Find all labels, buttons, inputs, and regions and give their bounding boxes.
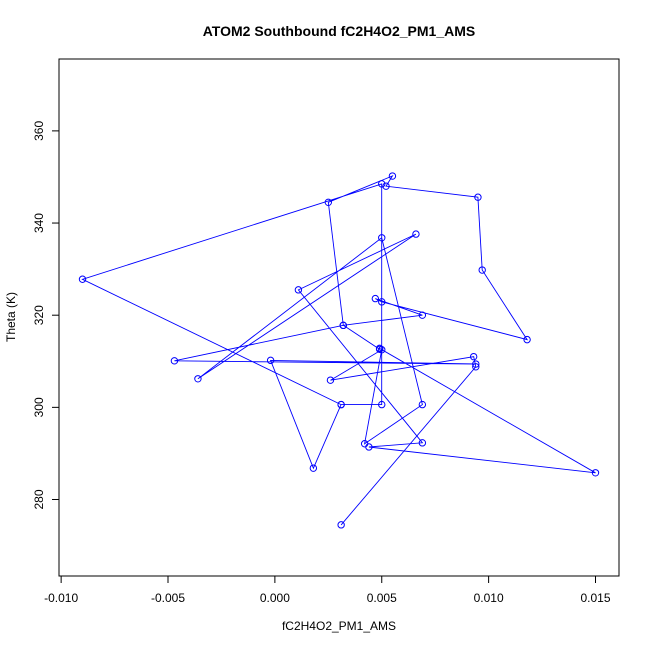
y-tick-label: 340 (32, 213, 46, 233)
chart-title: ATOM2 Southbound fC2H4O2_PM1_AMS (203, 23, 476, 39)
data-point (294, 286, 303, 294)
y-tick-label: 300 (32, 397, 46, 417)
y-tick-label: 280 (32, 489, 46, 509)
data-point (324, 198, 333, 207)
data-point (469, 352, 478, 361)
data-point (266, 356, 275, 365)
data-point (378, 234, 386, 242)
x-axis-label: fC2H4O2_PM1_AMS (282, 619, 396, 633)
x-tick-label: 0.015 (580, 591, 610, 605)
x-tick-label: 0.005 (367, 591, 397, 605)
data-point (418, 400, 427, 409)
data-point (337, 400, 345, 409)
x-tick-label: -0.005 (151, 591, 185, 605)
data-point (378, 298, 386, 306)
data-point (337, 521, 345, 529)
y-axis: 280 300 320 340 360 (32, 121, 60, 510)
data-point (378, 400, 386, 409)
data-point (591, 469, 600, 477)
data-point (378, 180, 386, 188)
data-point (418, 311, 427, 319)
data-point (170, 357, 179, 365)
x-tick-label: 0.000 (260, 591, 290, 605)
data-point (194, 375, 202, 383)
data-point (371, 294, 380, 303)
data-point (523, 335, 531, 344)
data-point (412, 230, 420, 238)
data-point (375, 345, 384, 353)
data-point (478, 266, 486, 274)
x-tick-label: 0.010 (474, 591, 504, 605)
data-point (78, 275, 87, 283)
x-tick-label: -0.010 (44, 591, 78, 605)
data-point (365, 443, 373, 451)
data-point (474, 193, 482, 201)
series-line (81, 175, 596, 526)
data-point (339, 321, 347, 330)
data-point (472, 360, 480, 368)
data-point (309, 464, 318, 472)
series-layer (78, 172, 600, 529)
data-point (388, 172, 397, 180)
data-point (326, 376, 335, 384)
data-point (382, 182, 390, 190)
x-axis: -0.010 -0.005 0.000 0.005 0.010 0.015 (44, 575, 611, 605)
y-tick-label: 360 (32, 121, 46, 141)
y-axis-label: Theta (K) (4, 292, 18, 342)
data-point (418, 439, 427, 447)
data-point (472, 363, 480, 371)
y-tick-label: 320 (32, 305, 46, 325)
